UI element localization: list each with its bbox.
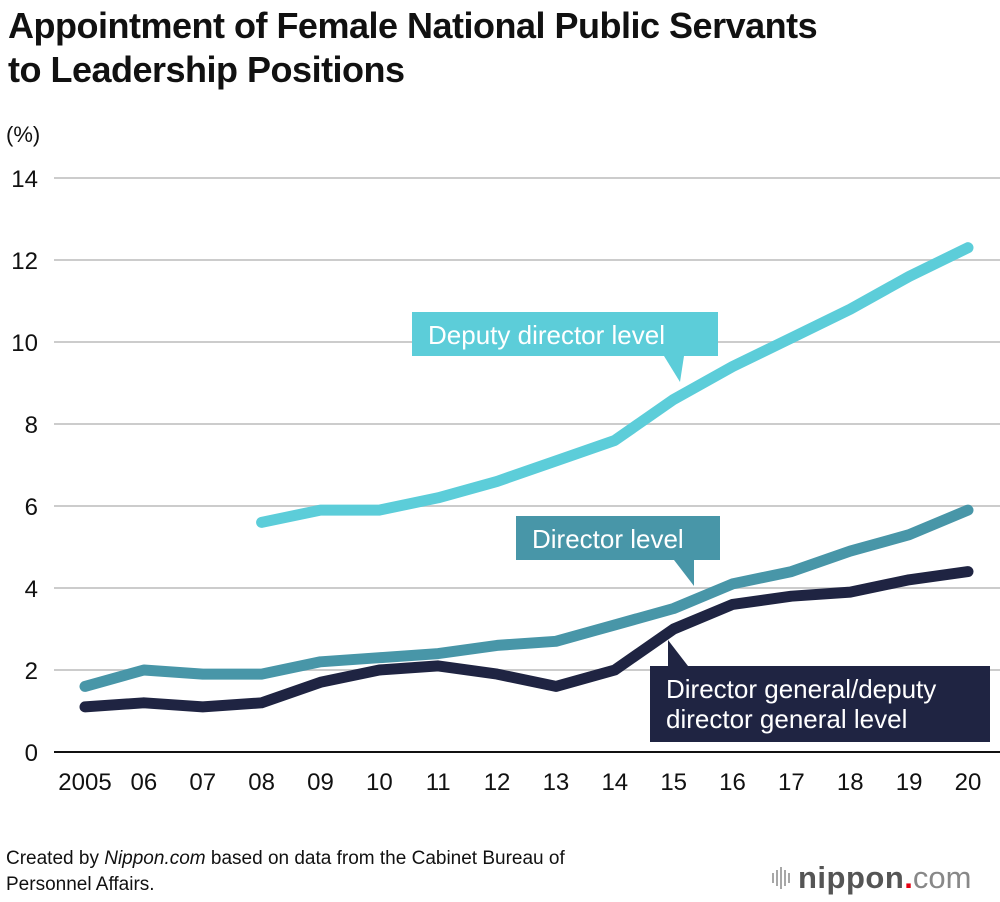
gridlines (54, 177, 1000, 753)
y-tick-label: 2 (25, 658, 38, 685)
chart-title: Appointment of Female National Public Se… (8, 4, 818, 92)
callout-label: Director general/deputy (666, 674, 936, 704)
chart-title-line-2: to Leadership Positions (8, 49, 405, 90)
x-tick-label: 12 (484, 769, 511, 796)
y-tick-label: 12 (11, 248, 38, 275)
y-tick-label: 8 (25, 412, 38, 439)
x-tick-label: 20 (955, 769, 982, 796)
y-tick-label: 10 (11, 330, 38, 357)
y-axis-unit-label: (%) (6, 122, 41, 147)
callout-label: Deputy director level (428, 320, 665, 350)
y-tick-label: 6 (25, 494, 38, 521)
callout-director: Director level (516, 516, 720, 586)
x-tick-label: 15 (660, 769, 687, 796)
x-tick-label: 09 (307, 769, 334, 796)
logo-tld: com (912, 860, 972, 895)
source-line-2: Personnel Affairs. (6, 874, 155, 895)
series-callouts: Deputy director level Director level Direc… (412, 312, 990, 742)
chart-title-line-1: Appointment of Female National Public Se… (8, 5, 818, 46)
y-tick-label: 14 (11, 166, 38, 193)
x-tick-label: 10 (366, 769, 393, 796)
source-brand: Nippon.com (104, 848, 206, 869)
callout-label: director general level (666, 704, 907, 734)
x-tick-label: 19 (896, 769, 923, 796)
callout-box (516, 516, 720, 560)
x-tick-label: 06 (131, 769, 158, 796)
logo-word: nippon (798, 860, 905, 895)
x-tick-label: 2005 (58, 769, 111, 796)
source-suffix: based on data from the Cabinet Bureau of (205, 848, 565, 869)
x-tick-label: 13 (543, 769, 570, 796)
callout-pointer (668, 640, 688, 666)
x-axis-ticks: 2005 06 07 08 09 10 11 12 13 14 15 16 17 18 19 20 (58, 769, 981, 796)
x-tick-label: 18 (837, 769, 864, 796)
soundwave-icon (772, 867, 790, 889)
series-line-director-general (79, 566, 974, 713)
source-note: Created by Nippon.com based on data from… (6, 846, 565, 898)
series-lines (79, 242, 974, 713)
callout-label: Director level (532, 524, 684, 554)
callout-pointer (674, 560, 694, 586)
nippon-logo: nippon. com (772, 860, 972, 896)
callout-box (650, 666, 990, 742)
source-prefix: Created by (6, 848, 105, 869)
callout-pointer (664, 356, 684, 382)
x-tick-label: 14 (601, 769, 628, 796)
callout-deputy-director: Deputy director level (412, 312, 718, 382)
x-tick-label: 08 (248, 769, 275, 796)
x-tick-label: 17 (778, 769, 805, 796)
x-tick-label: 11 (426, 769, 451, 796)
y-tick-label: 4 (25, 576, 38, 603)
series-line-director (79, 504, 974, 692)
x-tick-label: 16 (719, 769, 746, 796)
series-line-deputy-director (256, 242, 974, 528)
y-tick-label: 0 (25, 740, 38, 767)
x-tick-label: 07 (189, 769, 216, 796)
line-chart: 0 2 4 6 8 10 12 14 2005 06 07 08 09 10 11 12 13 14 15 16 17… (11, 166, 1000, 796)
y-axis-ticks: 0 2 4 6 8 10 12 14 (11, 166, 38, 767)
callout-box (412, 312, 718, 356)
logo-dot: . (904, 860, 913, 895)
